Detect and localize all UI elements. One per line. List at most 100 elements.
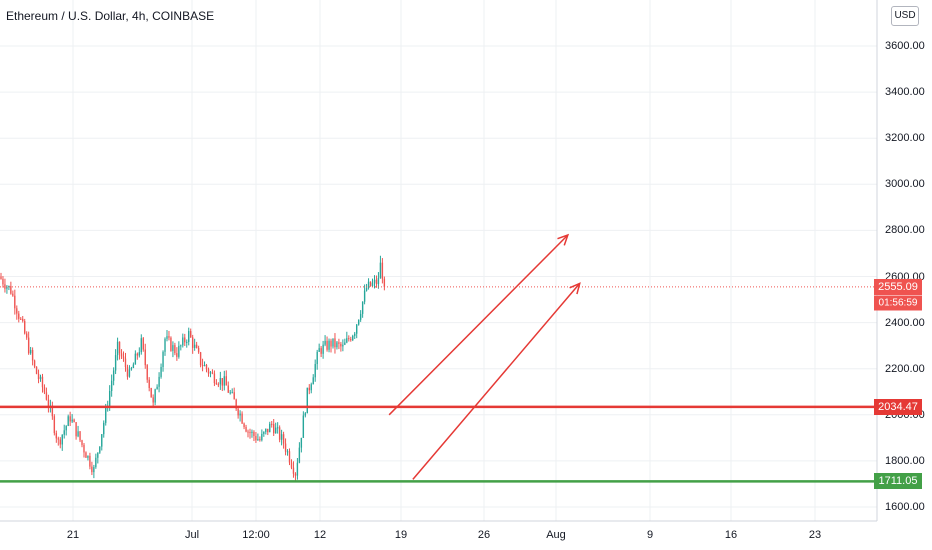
candle-body (97, 452, 99, 458)
candle-body (288, 451, 291, 463)
candle-body (247, 431, 249, 433)
candle-body (174, 345, 176, 354)
candle-body (318, 348, 320, 352)
candle-body (186, 341, 188, 343)
candle-body (278, 427, 281, 440)
candle-body (138, 352, 141, 356)
candle-body (27, 337, 30, 354)
candle-body (45, 392, 48, 400)
trend-channel-upper-arrowhead (557, 233, 570, 246)
candle-body (43, 387, 46, 393)
candle-body (57, 438, 59, 440)
candle-body (263, 431, 265, 434)
candle-body (172, 345, 174, 351)
candle-body (239, 413, 241, 416)
candle-body (215, 383, 218, 385)
candle-body (39, 376, 42, 380)
candle-body (245, 426, 247, 432)
y-tick-label: 1600.00 (885, 501, 925, 513)
candle-body (379, 262, 382, 278)
candle-body (91, 466, 93, 473)
candle-body (31, 350, 34, 361)
candle-body (4, 284, 6, 289)
candle-body (338, 342, 340, 344)
trend-channel-upper (388, 234, 569, 416)
candle-body (282, 434, 285, 444)
x-tick-label: 16 (724, 529, 738, 541)
bar-countdown-timer: 01:56:59 (874, 295, 922, 311)
candle-body (363, 290, 366, 302)
candle-body (142, 338, 144, 350)
candle-body (243, 423, 245, 427)
candle-body (85, 452, 87, 458)
candle-body (375, 279, 378, 285)
candle-body (184, 337, 186, 343)
candle-body (6, 286, 8, 289)
candle-body (336, 342, 338, 348)
candle-body (53, 416, 56, 434)
candle-body (213, 373, 216, 384)
candle-body (292, 467, 295, 474)
candle-body (118, 341, 121, 354)
support-level-label: 1711.05 (874, 473, 922, 490)
candle-body (20, 318, 22, 320)
candle-body (136, 353, 139, 356)
candle-body (223, 376, 225, 386)
candle-body (8, 286, 10, 288)
candle-body (354, 333, 356, 336)
candle-body (188, 331, 190, 342)
candle-body (221, 378, 224, 386)
chart-title: Ethereum / U.S. Dollar, 4h, COINBASE (6, 9, 215, 23)
candle-body (304, 413, 307, 416)
candle-body (108, 390, 111, 407)
current-price-label: 2555.09 (874, 278, 922, 295)
candles (0, 255, 386, 482)
candle-body (377, 277, 380, 285)
candle-body (156, 386, 158, 390)
candle-body (302, 415, 305, 438)
candle-body (271, 423, 273, 425)
candle-body (71, 419, 73, 422)
candle-body (340, 343, 342, 347)
candle-body (324, 340, 326, 345)
candle-body (16, 308, 18, 314)
candle-body (160, 366, 162, 377)
candle-body (14, 295, 16, 309)
candle-body (37, 373, 40, 380)
candle-body (207, 369, 210, 374)
candle-body (326, 340, 328, 350)
x-tick-label: 12 (313, 529, 327, 541)
candle-body (306, 387, 308, 414)
candle-body (110, 380, 113, 391)
candle-body (300, 437, 303, 448)
candle-body (132, 364, 135, 368)
drawings[interactable] (0, 233, 877, 483)
candle-body (114, 355, 117, 371)
candle-body (219, 378, 222, 385)
candle-body (193, 344, 196, 348)
candle-body (381, 262, 384, 279)
candle-body (257, 439, 259, 441)
candle-body (83, 444, 85, 453)
candle-body (134, 353, 137, 365)
candle-body (25, 333, 28, 338)
candle-body (2, 278, 4, 285)
candle-body (120, 353, 123, 357)
candle-body (24, 321, 26, 334)
candle-body (344, 342, 346, 345)
candle-body (69, 416, 71, 422)
candle-body (225, 376, 227, 386)
candle-body (170, 337, 172, 351)
candle-body (67, 416, 69, 426)
candle-body (77, 431, 79, 437)
candle-body (0, 276, 2, 279)
candle-body (348, 338, 350, 340)
y-tick-label: 3200.00 (885, 132, 925, 145)
candle-body (227, 385, 229, 393)
candle-body (103, 422, 105, 435)
currency-button[interactable]: USD (891, 6, 919, 26)
candle-body (81, 440, 83, 445)
candle-body (328, 340, 330, 350)
